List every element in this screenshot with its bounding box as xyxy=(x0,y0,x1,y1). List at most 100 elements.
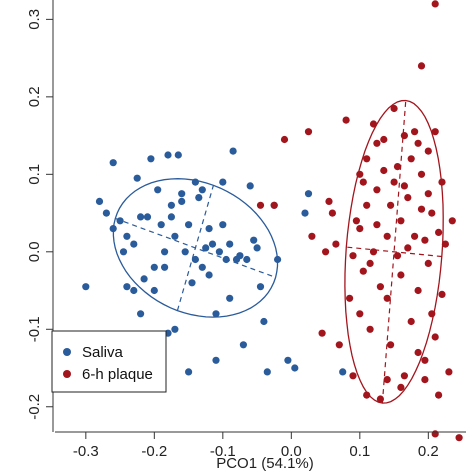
data-point xyxy=(291,364,299,372)
data-point xyxy=(130,286,138,295)
data-point xyxy=(400,132,408,140)
data-point xyxy=(438,290,446,298)
data-point xyxy=(397,383,405,391)
data-point xyxy=(171,232,179,240)
data-point xyxy=(441,240,449,248)
data-point xyxy=(356,225,364,233)
data-point xyxy=(428,209,436,217)
data-point xyxy=(435,391,443,399)
data-point xyxy=(157,221,165,229)
data-point xyxy=(109,225,117,233)
data-point xyxy=(185,221,193,229)
data-point xyxy=(325,197,333,205)
y-tick-label: -0.1 xyxy=(26,316,43,342)
data-point xyxy=(226,294,234,302)
data-point xyxy=(356,170,364,178)
data-point xyxy=(219,178,227,186)
data-point xyxy=(411,128,419,136)
data-point xyxy=(431,333,439,341)
data-point xyxy=(222,255,230,264)
data-point xyxy=(346,294,354,302)
data-point xyxy=(383,376,391,384)
data-point xyxy=(387,201,395,209)
data-point xyxy=(167,201,175,209)
data-point xyxy=(140,275,148,283)
data-point xyxy=(154,186,162,194)
data-point xyxy=(373,139,381,147)
data-point xyxy=(198,263,206,271)
x-tick-label: -0.2 xyxy=(141,443,167,460)
data-point xyxy=(369,120,378,128)
ellipse-minor-axis xyxy=(176,185,214,311)
data-point xyxy=(236,252,244,260)
x-tick-label: -0.1 xyxy=(210,443,236,460)
data-point xyxy=(181,248,189,256)
data-point xyxy=(435,228,443,236)
data-point xyxy=(137,310,145,318)
data-point xyxy=(123,283,131,291)
data-point xyxy=(332,240,340,248)
legend-label: 6-h plaque xyxy=(82,366,153,383)
data-point xyxy=(208,240,217,248)
data-point xyxy=(185,368,193,376)
chart-axes: -0.3 -0.2 -0.1 0.0 0.1 0.2 -0.2 -0.1 0.0 0.1 0.2 0.… xyxy=(26,0,466,460)
data-point xyxy=(328,209,336,217)
data-point xyxy=(82,283,90,291)
data-point xyxy=(280,135,289,144)
x-tick-label: 0.1 xyxy=(349,443,370,460)
data-point xyxy=(150,286,158,295)
data-point xyxy=(390,178,398,186)
data-point xyxy=(239,341,247,349)
data-point xyxy=(438,178,446,186)
data-point xyxy=(191,255,199,264)
data-point xyxy=(322,248,330,256)
data-point xyxy=(431,0,439,8)
data-point xyxy=(349,372,357,380)
data-point xyxy=(369,248,378,256)
x-tick-label: 0.0 xyxy=(281,443,302,460)
data-point xyxy=(198,186,206,194)
data-point xyxy=(417,62,426,70)
data-point xyxy=(407,317,415,326)
data-point xyxy=(414,139,422,147)
data-point xyxy=(455,434,463,442)
x-tick-label: 0.2 xyxy=(418,443,439,460)
series-plaque xyxy=(256,0,463,442)
data-point xyxy=(342,116,350,124)
data-point xyxy=(215,248,223,256)
data-point xyxy=(421,356,429,364)
data-point xyxy=(376,283,384,291)
legend-box xyxy=(51,330,167,393)
data-point xyxy=(380,135,388,144)
data-point xyxy=(202,244,210,252)
legend-label: Saliva xyxy=(82,344,124,361)
data-point xyxy=(400,372,408,380)
data-point xyxy=(219,221,227,229)
data-point xyxy=(119,248,128,256)
y-tick-label: 0.0 xyxy=(26,241,43,262)
data-point xyxy=(260,317,268,326)
data-point xyxy=(304,128,313,136)
data-point xyxy=(150,263,158,271)
legend: Saliva 6-h plaque xyxy=(51,330,167,393)
data-point xyxy=(212,310,220,318)
data-point xyxy=(137,213,145,221)
data-point xyxy=(339,368,347,376)
data-point xyxy=(250,236,258,244)
ellipse-major-axis xyxy=(381,100,407,404)
data-point xyxy=(171,325,179,333)
data-point xyxy=(205,271,213,279)
data-point xyxy=(366,325,374,333)
data-point xyxy=(417,205,426,213)
data-point xyxy=(424,259,432,267)
data-point xyxy=(116,217,124,225)
data-point xyxy=(414,286,422,295)
data-point xyxy=(130,240,138,248)
data-point xyxy=(421,376,429,384)
data-point xyxy=(421,236,429,244)
data-point xyxy=(390,104,398,113)
data-point xyxy=(195,194,203,202)
data-point xyxy=(274,255,282,264)
data-point xyxy=(102,209,110,217)
data-point xyxy=(397,271,405,279)
